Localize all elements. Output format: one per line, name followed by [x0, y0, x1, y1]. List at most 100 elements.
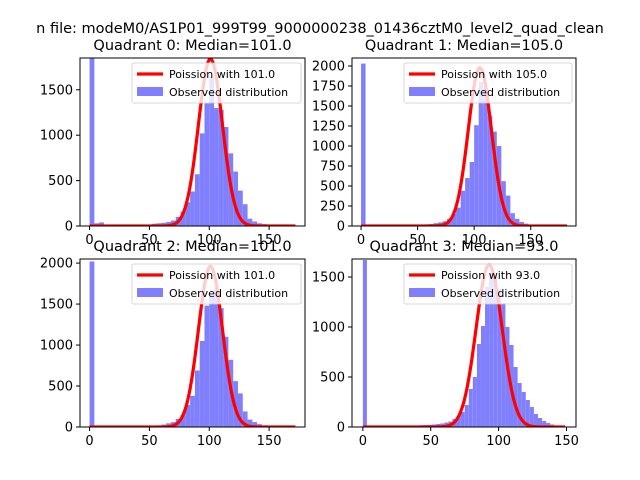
x-tick-label: 50 — [141, 434, 158, 449]
axes-frame — [351, 258, 577, 428]
x-tick-label: 0 — [359, 434, 367, 449]
x-tick-label: 150 — [257, 233, 282, 248]
figure-suptitle: n file: modeM0/AS1P01_999T99_9000000238_… — [36, 21, 604, 37]
y-tick-label: 1750 — [312, 80, 345, 95]
y-tick-label: 1000 — [40, 339, 73, 354]
legend-label-poisson: Poission with 101.0 — [169, 68, 275, 81]
axes-frame — [79, 57, 306, 227]
legend-label-observed: Observed distribution — [441, 287, 560, 300]
histogram-bar — [218, 308, 224, 427]
histogram-bar — [533, 414, 538, 427]
histogram-bar — [223, 127, 229, 226]
y-tick-label: 0 — [65, 421, 73, 436]
subplot-title: Quadrant 2: Median=101.0 — [93, 239, 291, 255]
histogram-bar — [537, 418, 543, 427]
x-tick-label: 0 — [357, 233, 365, 248]
x-tick-label: 0 — [85, 233, 93, 248]
histogram-bar — [505, 195, 511, 226]
y-tick-label: 1000 — [40, 129, 73, 144]
legend-label-poisson: Poission with 105.0 — [441, 68, 547, 81]
y-tick-label: 1500 — [40, 298, 73, 313]
histogram-bar — [505, 327, 510, 427]
histogram-bar — [480, 326, 486, 427]
histogram-bar — [242, 204, 248, 226]
histogram-bar — [214, 287, 219, 427]
histogram-bar — [199, 340, 205, 427]
legend-bar-swatch — [137, 288, 163, 297]
x-tick-label: 50 — [409, 233, 426, 248]
histogram-bar — [99, 222, 104, 226]
subplot-title: Quadrant 3: Median=93.0 — [370, 239, 559, 255]
histogram-bar — [517, 383, 522, 427]
y-tick-label: 500 — [48, 380, 73, 395]
y-tick-label: 1500 — [312, 100, 345, 115]
histogram-bar — [489, 273, 494, 427]
histogram-bar — [492, 131, 497, 226]
histogram-bar — [185, 202, 191, 226]
y-tick-label: 0 — [337, 220, 345, 235]
subplot-title: Quadrant 1: Median=105.0 — [365, 38, 563, 54]
y-tick-label: 500 — [48, 174, 73, 189]
poisson-curve — [361, 263, 567, 427]
histogram-bar — [89, 58, 95, 226]
x-tick-label: 100 — [197, 434, 222, 449]
histogram-bar — [242, 411, 248, 427]
histogram-bar — [194, 370, 200, 427]
histogram-bar — [476, 344, 481, 427]
histogram-bar — [542, 421, 547, 427]
histogram-bar — [497, 289, 502, 427]
y-tick-label: 1500 — [312, 271, 345, 286]
histogram-bar — [474, 125, 479, 226]
y-tick-label: 0 — [65, 220, 73, 235]
histogram-bar — [451, 214, 457, 226]
histogram-bar — [525, 400, 530, 427]
y-tick-label: 1000 — [312, 321, 345, 336]
y-tick-label: 1250 — [312, 120, 345, 135]
histogram-bar — [89, 261, 95, 427]
axes-frame — [79, 258, 306, 428]
histogram-bar — [514, 218, 520, 226]
histogram-bar — [209, 294, 215, 427]
y-tick-label: 2000 — [312, 60, 345, 75]
histogram-bar — [513, 367, 518, 427]
legend-label-observed: Observed distribution — [441, 86, 560, 99]
histogram-bar — [247, 218, 253, 226]
y-tick-label: 500 — [320, 180, 345, 195]
legend-label-observed: Observed distribution — [169, 86, 288, 99]
legend-label-poisson: Poission with 93.0 — [441, 269, 540, 282]
histogram-bar — [468, 389, 473, 427]
histogram-bar — [190, 191, 195, 226]
y-tick-label: 750 — [320, 160, 345, 175]
histogram-bar — [519, 222, 524, 226]
histogram-bar — [501, 303, 506, 427]
histogram-bar — [493, 277, 498, 427]
legend-box — [131, 263, 302, 305]
x-tick-label: 50 — [422, 434, 439, 449]
histogram-bar — [190, 395, 195, 427]
histogram-bar — [180, 211, 186, 226]
histogram-bars — [362, 260, 567, 427]
histogram-bar — [185, 404, 191, 427]
histogram-bar — [237, 190, 243, 226]
y-tick-label: 250 — [320, 200, 345, 215]
histogram-bar — [464, 405, 469, 427]
x-tick-label: 0 — [85, 434, 93, 449]
x-tick-label: 50 — [141, 233, 158, 248]
histogram-bar — [460, 412, 465, 427]
legend-bar-swatch — [137, 87, 163, 96]
y-tick-label: 0 — [337, 421, 345, 436]
histogram-bar — [166, 221, 171, 226]
histogram-bar — [252, 221, 258, 226]
legend-box — [403, 263, 573, 305]
histogram-bar — [546, 423, 551, 427]
legend-bar-swatch — [409, 288, 435, 297]
histogram-bar — [209, 77, 215, 226]
histogram-bar — [218, 109, 224, 226]
legend-box — [403, 62, 573, 104]
legend-label-poisson: Poission with 101.0 — [169, 269, 275, 282]
histogram-bar — [237, 393, 243, 427]
histogram-bar — [485, 287, 490, 427]
subplot-title: Quadrant 0: Median=101.0 — [93, 38, 291, 54]
